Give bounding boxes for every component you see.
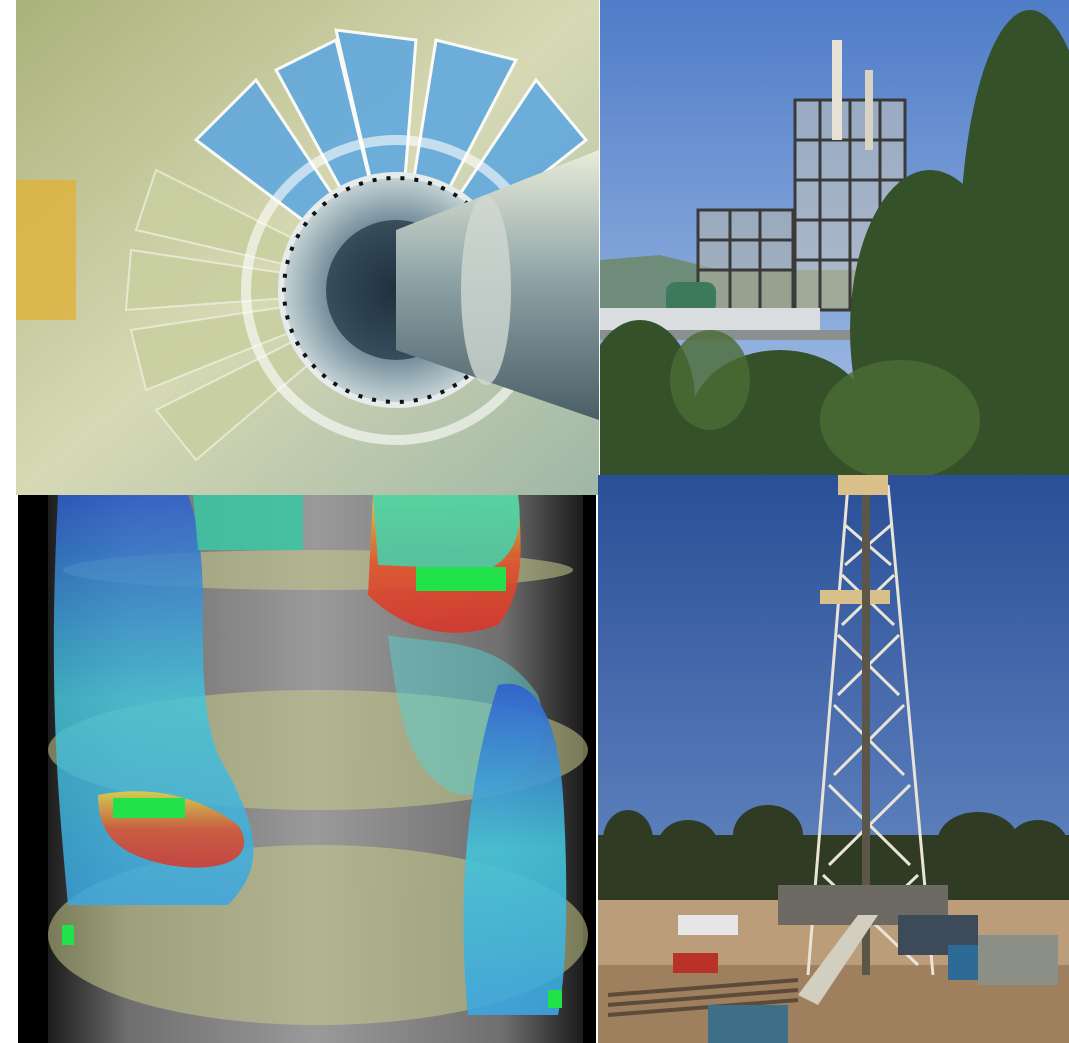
turbine-rotor-photo <box>16 0 599 495</box>
drilling-rig-image <box>598 475 1069 1043</box>
pipe-rack <box>607 978 799 1017</box>
flow-plumes <box>53 495 567 1015</box>
drilling-rig-photo <box>598 475 1069 1043</box>
cfd-simulation-image <box>18 495 596 1043</box>
refinery-plant-photo <box>600 0 1069 475</box>
turbine-rotor-image <box>16 0 599 495</box>
refinery-plant-image <box>600 0 1069 475</box>
cfd-simulation-render <box>18 495 596 1043</box>
